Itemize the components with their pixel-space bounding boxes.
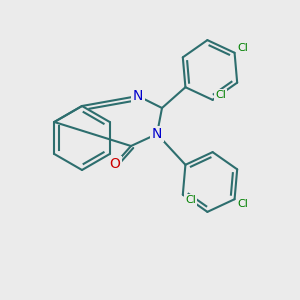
Text: N: N [152,127,162,141]
Text: O: O [110,157,120,171]
Text: N: N [133,89,143,103]
Text: Cl: Cl [215,90,226,100]
Text: Cl: Cl [237,43,248,53]
Text: Cl: Cl [185,195,196,205]
Text: Cl: Cl [237,199,248,209]
